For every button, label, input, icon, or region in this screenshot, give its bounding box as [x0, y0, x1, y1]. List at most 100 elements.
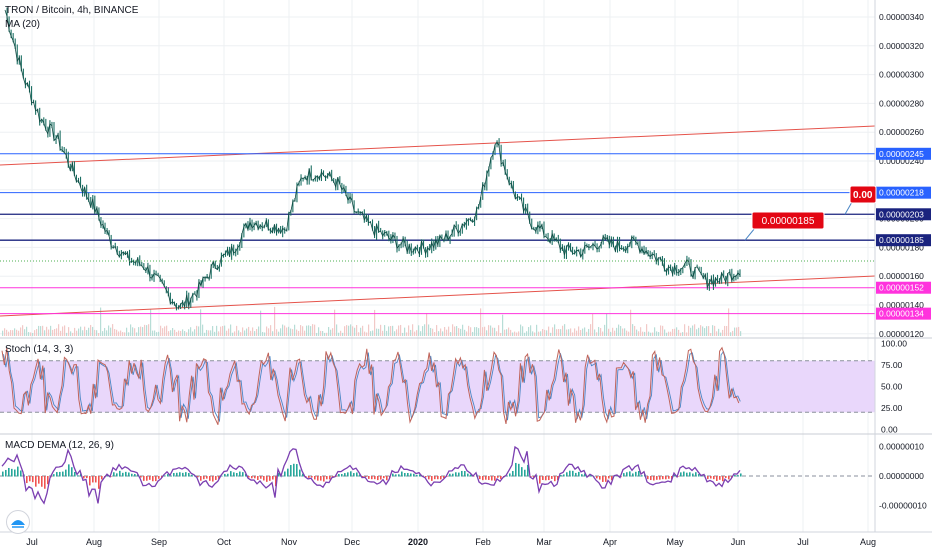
- macd-histogram-bar: [173, 473, 175, 477]
- macd-histogram-bar: [17, 466, 19, 477]
- volume-bar: [36, 329, 38, 336]
- volume-bar: [400, 324, 402, 336]
- volume-bar: [166, 325, 168, 336]
- macd-legend[interactable]: MACD DEMA (12, 26, 9): [5, 440, 114, 451]
- volume-bar: [366, 332, 368, 336]
- volume-bar: [492, 327, 494, 336]
- volume-bar: [406, 332, 408, 336]
- symbol-legend[interactable]: TRON / Bitcoin, 4h, BINANCE: [5, 5, 139, 16]
- volume-bar: [176, 331, 178, 336]
- volume-bar: [718, 328, 720, 336]
- macd-histogram-bar: [722, 476, 724, 482]
- macd-histogram-bar: [623, 473, 625, 477]
- volume-bar: [136, 332, 138, 336]
- time-tick-label: Aug: [860, 537, 876, 547]
- volume-bar: [532, 331, 534, 336]
- volume-bar: [20, 327, 22, 336]
- stoch-legend[interactable]: Stoch (14, 3, 3): [5, 344, 74, 355]
- volume-bar: [18, 330, 20, 336]
- macd-histogram-bar: [35, 476, 37, 487]
- volume-bar: [712, 325, 714, 336]
- volume-bar: [442, 331, 444, 336]
- volume-bar: [592, 313, 594, 336]
- volume-bar: [154, 330, 156, 336]
- volume-bar: [226, 330, 228, 336]
- macd-histogram-bar: [695, 472, 697, 477]
- volume-bar: [634, 325, 636, 336]
- macd-histogram-bar: [491, 476, 493, 481]
- volume-bar: [44, 330, 46, 336]
- macd-histogram-bar: [581, 474, 583, 477]
- macd-histogram-bar: [2, 471, 4, 477]
- price-axis[interactable]: 0.00000340 0.00000320 0.00000300 0.00000280…: [874, 0, 931, 532]
- macd-histogram-bar: [653, 476, 655, 481]
- volume-bar: [254, 331, 256, 336]
- alert-labels: 0.00000185 0.00: [744, 185, 877, 241]
- volume-bar: [152, 330, 154, 336]
- price-label-badge: [876, 147, 931, 160]
- macd-histogram-bar: [479, 476, 481, 480]
- alert-badge: [751, 211, 825, 230]
- macd-histogram-bar: [284, 471, 286, 477]
- volume-bar: [540, 331, 542, 336]
- macd-histogram-bar: [164, 475, 166, 477]
- volume-bar: [218, 331, 220, 336]
- volume-bar: [502, 314, 504, 336]
- macd-histogram-bar: [470, 474, 472, 477]
- time-tick-label: 2020: [408, 537, 428, 547]
- volume-bar: [564, 324, 566, 336]
- macd-histogram-bar: [434, 476, 436, 480]
- volume-bar: [174, 329, 176, 336]
- macd-histogram-bar: [557, 476, 559, 481]
- volume-bar: [324, 332, 326, 336]
- macd-histogram-bar: [686, 472, 688, 477]
- volume-bar: [338, 332, 340, 336]
- volume-bar: [566, 329, 568, 336]
- volume-bar: [378, 328, 380, 336]
- volume-bar: [182, 329, 184, 336]
- time-axis[interactable]: Jul Aug Sep Oct Nov Dec 2020 Feb Mar Apr May Jun Jul…: [0, 531, 932, 547]
- volume-bar: [316, 332, 318, 336]
- price-label-text: 0.00000245: [879, 149, 924, 159]
- volume-bar: [198, 326, 200, 336]
- volume-bar: [78, 328, 80, 336]
- volume-bar: [22, 325, 24, 336]
- volume-bar: [62, 326, 64, 336]
- macd-histogram-bar: [71, 467, 73, 477]
- volume-bar: [428, 324, 430, 336]
- volume-bar: [322, 331, 324, 336]
- tradingview-logo-icon[interactable]: [6, 510, 30, 534]
- macd-histogram-bar: [233, 472, 235, 477]
- volume-bar: [230, 324, 232, 336]
- volume-bar: [16, 329, 18, 336]
- macd-histogram-bar: [308, 476, 310, 478]
- macd-histogram-bar: [245, 473, 247, 477]
- macd-histogram-bar: [638, 471, 640, 477]
- macd-histogram-bar: [518, 463, 520, 477]
- macd-histogram-bar: [665, 476, 667, 480]
- volume-bar: [496, 331, 498, 336]
- macd-histogram-bar: [341, 474, 343, 477]
- macd-histogram-bar: [473, 476, 475, 477]
- volume-bar: [286, 327, 288, 336]
- macd-histogram-bar: [101, 476, 103, 480]
- volume-bar: [446, 329, 448, 336]
- macd-histogram-bar: [278, 473, 280, 477]
- volume-bar: [550, 332, 552, 336]
- macd-histogram-bar: [608, 476, 610, 479]
- macd-histogram-bar: [266, 476, 268, 482]
- macd-histogram-bar: [530, 476, 532, 477]
- volume-bar: [574, 328, 576, 336]
- macd-histogram-bar: [188, 473, 190, 477]
- macd-histogram-bar: [197, 476, 199, 478]
- volume-bar: [94, 329, 96, 336]
- volume-bar: [30, 332, 32, 336]
- volume-bar: [40, 326, 42, 336]
- ma-legend[interactable]: MA (20): [5, 19, 41, 30]
- volume-bar: [490, 325, 492, 336]
- macd-histogram-bar: [527, 464, 529, 477]
- volume-bar: [534, 332, 536, 336]
- volume-bar: [580, 330, 582, 336]
- macd-histogram-bar: [602, 476, 604, 482]
